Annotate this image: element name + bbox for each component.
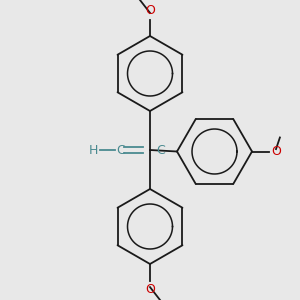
Text: O: O xyxy=(145,4,155,17)
Text: O: O xyxy=(271,145,281,158)
Text: C: C xyxy=(157,143,165,157)
Text: O: O xyxy=(145,283,155,296)
Text: H: H xyxy=(88,143,98,157)
Text: C: C xyxy=(116,143,125,157)
